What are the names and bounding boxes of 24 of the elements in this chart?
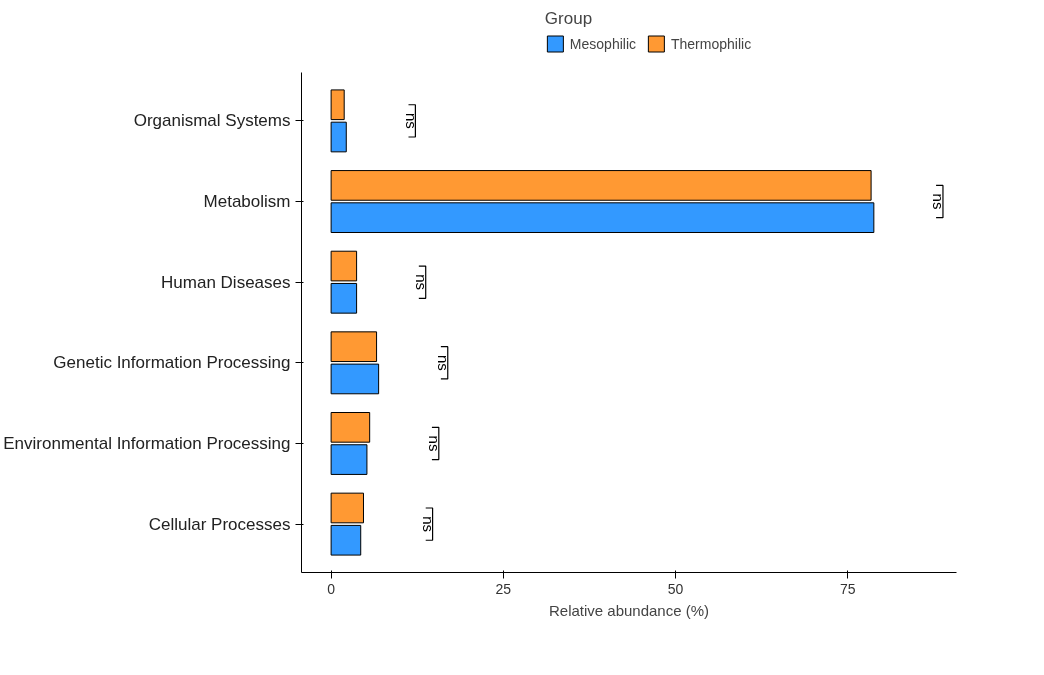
annotation: ns [402, 112, 420, 129]
legend-title: Group [544, 8, 594, 29]
bar [330, 492, 364, 524]
y-tick-label: Metabolism [203, 192, 291, 212]
y-tick-label: Human Diseases [161, 272, 291, 292]
x-axis-title: Relative abundance (%) [548, 601, 710, 619]
y-tick-label: Organismal Systems [133, 111, 291, 131]
y-tick-label: Environmental Information Processing [3, 433, 291, 453]
annotation: ns [419, 516, 437, 533]
bar [330, 524, 362, 556]
annotation: ns [425, 435, 443, 452]
annotation: ns [434, 354, 452, 371]
y-tick-label: Genetic Information Processing [53, 353, 291, 373]
x-tick-label: 75 [839, 580, 856, 597]
y-tick-label: Cellular Processes [148, 514, 291, 534]
x-tick-label: 50 [667, 580, 684, 597]
x-tick-label: 0 [327, 580, 336, 597]
bar [330, 89, 345, 121]
bar [330, 121, 347, 153]
legend-label: Thermophilic [671, 35, 752, 52]
annotation: ns [412, 274, 430, 291]
x-tick-label: 25 [495, 580, 512, 597]
annotation: ns [930, 193, 948, 210]
legend-label: Mesophilic [569, 35, 636, 52]
